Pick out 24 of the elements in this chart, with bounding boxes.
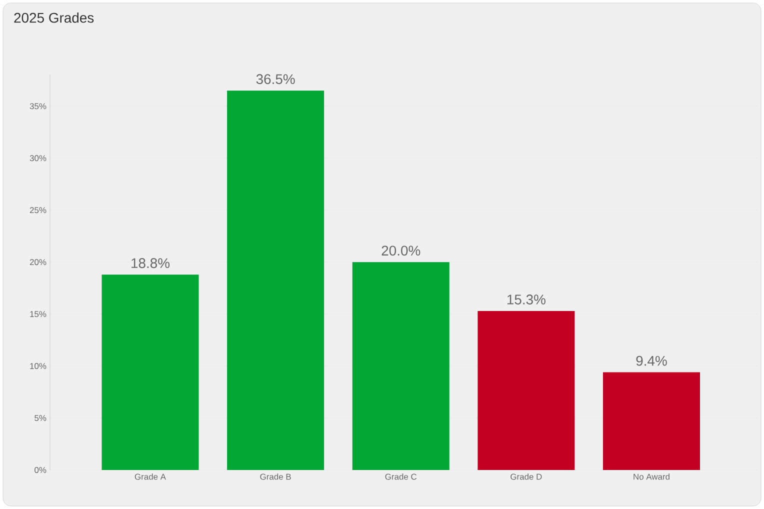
chart-title: 2025 Grades	[14, 12, 94, 23]
y-tick-label: 30%	[30, 155, 46, 162]
data-label: 20.0%	[382, 246, 420, 256]
y-tick-label: 35%	[30, 103, 46, 110]
x-tick-label: Grade D	[510, 474, 542, 480]
y-tick-label: 0%	[34, 467, 46, 473]
x-tick-label: No Award	[634, 474, 670, 480]
y-tick-label: 10%	[30, 363, 46, 370]
y-tick-label: 5%	[34, 415, 46, 421]
x-tick-label: Grade A	[134, 474, 166, 480]
data-label: 9.4%	[636, 356, 667, 366]
bar	[602, 372, 700, 470]
bar	[227, 90, 324, 470]
y-tick-label: 20%	[30, 259, 46, 266]
data-label: 18.8%	[132, 258, 170, 268]
bar	[352, 262, 450, 470]
data-label: 15.3%	[507, 294, 546, 304]
bar	[102, 274, 199, 470]
data-label: 36.5%	[256, 74, 295, 84]
x-tick-label: Grade B	[260, 474, 291, 480]
y-tick-label: 25%	[30, 207, 46, 214]
y-tick-label: 15%	[30, 311, 46, 318]
bar	[478, 310, 575, 470]
x-tick-label: Grade C	[385, 474, 417, 480]
